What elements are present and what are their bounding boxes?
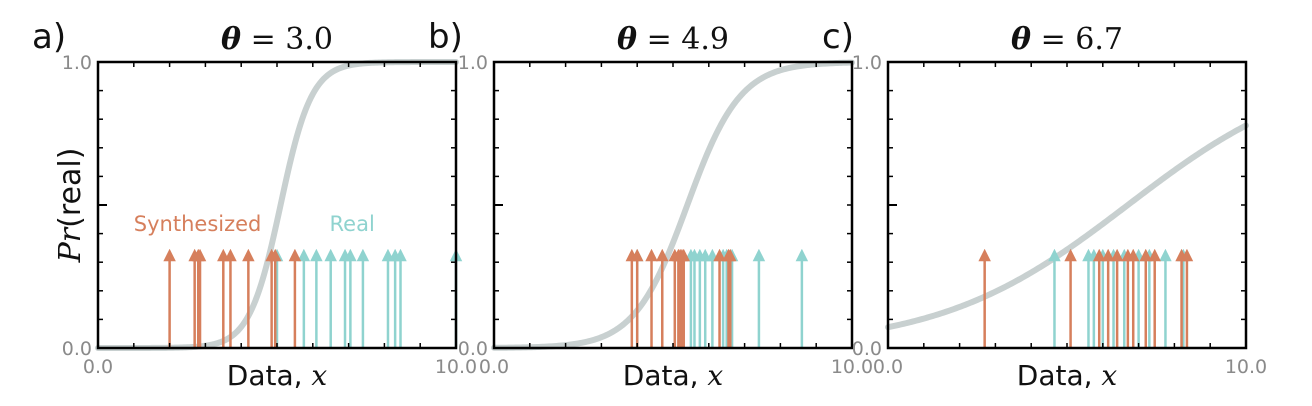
x-axis-label: Data, x <box>227 359 328 392</box>
probability-curve <box>491 59 855 351</box>
synthesized-series-label: Synthesized <box>134 212 262 236</box>
y-tick-label-min: 0.0 <box>458 338 488 360</box>
x-tick-label-min: 0.0 <box>479 356 509 378</box>
y-tick-label-max: 1.0 <box>852 52 882 74</box>
panel-label: a) <box>32 17 66 57</box>
x-tick-label-min: 0.0 <box>873 356 903 378</box>
theta-symbol: θ <box>617 22 637 57</box>
panel-title: θ = 3.0 <box>221 22 333 57</box>
probability-curve <box>885 122 1249 331</box>
theta-value: = 6.7 <box>1031 22 1123 57</box>
x-tick-label-max: 10.0 <box>1225 356 1267 378</box>
panel-label: c) <box>822 17 854 57</box>
y-tick-label-max: 1.0 <box>62 52 92 74</box>
panel-title: θ = 4.9 <box>617 22 729 57</box>
real-series-label: Real <box>330 212 375 236</box>
y-tick-label-min: 0.0 <box>62 338 92 360</box>
x-axis-label-text: Data, <box>1017 359 1102 392</box>
panel-label: b) <box>428 17 463 57</box>
theta-value: = 4.9 <box>637 22 729 57</box>
x-axis-label: Data, x <box>1017 359 1118 392</box>
panel-title: θ = 6.7 <box>1011 22 1123 57</box>
theta-symbol: θ <box>1011 22 1031 57</box>
plot-frame <box>886 60 1248 350</box>
x-axis-label: Data, x <box>623 359 724 392</box>
x-axis-label-variable: x <box>1101 359 1117 392</box>
x-tick-label-max: 10.0 <box>435 356 477 378</box>
y-axis-label: Pr(real) <box>53 148 88 264</box>
y-axis-label-italic: Pr <box>53 226 88 263</box>
x-axis-label-variable: x <box>311 359 327 392</box>
panel-1: 0.0 10.0 0.0 1.0 Data, x θ = 3.0 a) Synthesized… <box>32 17 477 392</box>
x-axis-label-variable: x <box>707 359 723 392</box>
plot-frame <box>492 60 854 350</box>
y-tick-label-min: 0.0 <box>852 338 882 360</box>
x-tick-label-max: 10.0 <box>831 356 873 378</box>
y-axis-label-rest: (real) <box>53 148 88 228</box>
y-tick-label-max: 1.0 <box>458 52 488 74</box>
x-tick-label-min: 0.0 <box>83 356 113 378</box>
theta-value: = 3.0 <box>241 22 333 57</box>
x-axis-label-text: Data, <box>227 359 312 392</box>
theta-symbol: θ <box>221 22 241 57</box>
x-axis-label-text: Data, <box>623 359 708 392</box>
